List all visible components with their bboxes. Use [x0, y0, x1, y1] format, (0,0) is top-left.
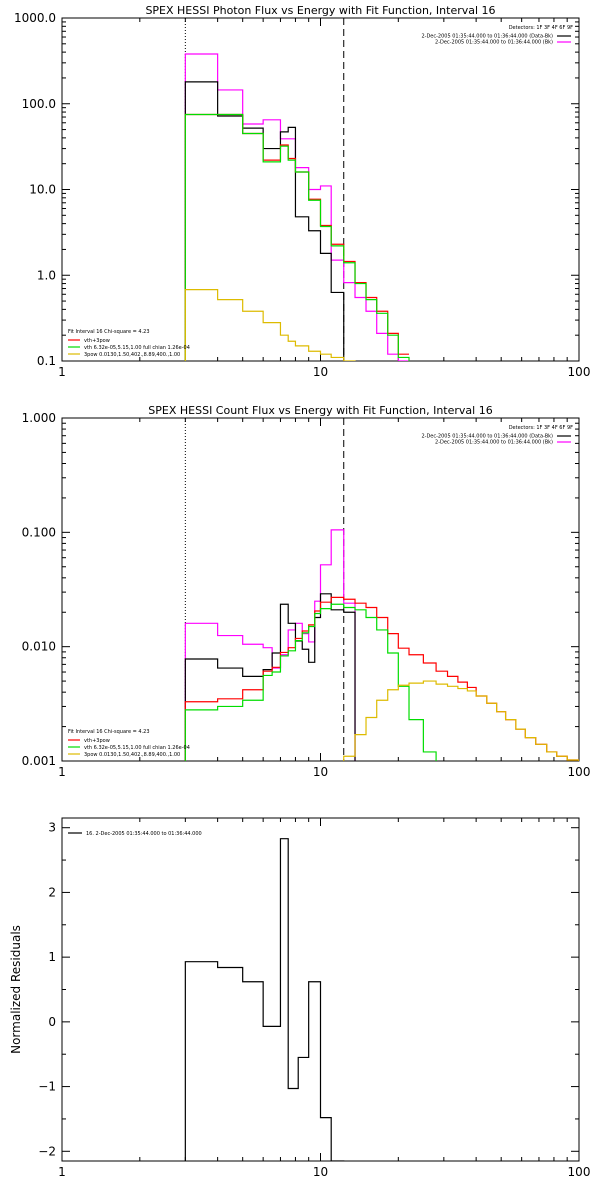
- y-tick-label: 1000.0: [14, 11, 56, 25]
- y-tick-label: 0: [48, 1015, 56, 1029]
- series-line-0: [184, 53, 410, 361]
- series-line-4: [343, 680, 579, 761]
- x-tick-label: 10: [313, 365, 328, 379]
- series-line-4: [184, 289, 356, 361]
- x-tick-label: 1: [58, 365, 66, 379]
- y-tick-label: 1.0: [37, 268, 56, 282]
- fit-legend-entry: vth 6.32e-05,5.15,1.00 full chian 1.26e-…: [84, 345, 190, 351]
- y-tick-label: 100.0: [22, 97, 56, 111]
- series-line-3: [184, 603, 437, 761]
- x-tick-label: 100: [568, 765, 591, 779]
- legend-right-entry: 2-Dec-2005 01:35:44.000 to 01:36:44.000 …: [435, 440, 553, 446]
- chart-title: SPEX HESSI Count Flux vs Energy with Fit…: [148, 404, 492, 417]
- x-tick-label: 1: [58, 1165, 66, 1179]
- y-tick-label: 0.010: [22, 640, 56, 654]
- y-tick-label: 1: [48, 950, 56, 964]
- y-tick-label: 2: [48, 885, 56, 899]
- fit-legend-entry: vth 6.32e-05,5.15,1.00 full chian 1.26e-…: [84, 745, 190, 751]
- series-line-2: [184, 596, 579, 761]
- y-tick-label: 0.1: [37, 354, 56, 368]
- x-tick-label: 100: [568, 1165, 591, 1179]
- y-tick-label: 0.001: [22, 754, 56, 768]
- chart-title: SPEX HESSI Photon Flux vs Energy with Fi…: [145, 4, 495, 17]
- series-line-3: [184, 113, 410, 361]
- fit-legend-entry: 3pow 0.0130,1.50,402.,8.89,400.,1.00: [84, 352, 180, 358]
- x-tick-label: 10: [313, 1165, 328, 1179]
- residual-legend-entry: 16. 2-Dec-2005 01:35:44.000 to 01:36:44.…: [86, 831, 202, 837]
- y-tick-label: 1.000: [22, 411, 56, 425]
- fit-legend-title: Fit Interval 16 Chi-square = 4.23: [68, 729, 150, 735]
- series-line-1: [184, 593, 356, 761]
- legend-right-entry: 2-Dec-2005 01:35:44.000 to 01:36:44.000 …: [435, 40, 553, 46]
- fit-legend-entry: vth+3pow: [84, 738, 110, 744]
- fit-legend-entry: 3pow 0.0130,1.50,402.,8.89,400.,1.00: [84, 752, 180, 758]
- x-tick-label: 100: [568, 365, 591, 379]
- x-tick-label: 10: [313, 765, 328, 779]
- y-axis-label: Normalized Residuals: [9, 925, 23, 1054]
- y-tick-label: −1: [38, 1080, 56, 1094]
- series-line-1: [184, 81, 345, 361]
- series-line-0: [184, 529, 356, 761]
- detectors-label: Detectors: 1F 3F 4F 6F 9F: [509, 425, 573, 431]
- series-line-2: [184, 113, 410, 361]
- x-tick-label: 1: [58, 765, 66, 779]
- legend-right-entry: 2-Dec-2005 01:35:44.000 to 01:36:44.000 …: [421, 34, 553, 40]
- fit-legend-entry: vth+3pow: [84, 338, 110, 344]
- y-tick-label: 3: [48, 821, 56, 835]
- series-line-0: [184, 838, 345, 1161]
- y-tick-label: 0.100: [22, 525, 56, 539]
- legend-right-entry: 2-Dec-2005 01:35:44.000 to 01:36:44.000 …: [421, 434, 553, 440]
- y-tick-label: 10.0: [29, 183, 56, 197]
- y-tick-label: −2: [38, 1144, 56, 1158]
- fit-legend-title: Fit Interval 16 Chi-square = 4.23: [68, 329, 150, 335]
- detectors-label: Detectors: 1F 3F 4F 6F 9F: [509, 25, 573, 31]
